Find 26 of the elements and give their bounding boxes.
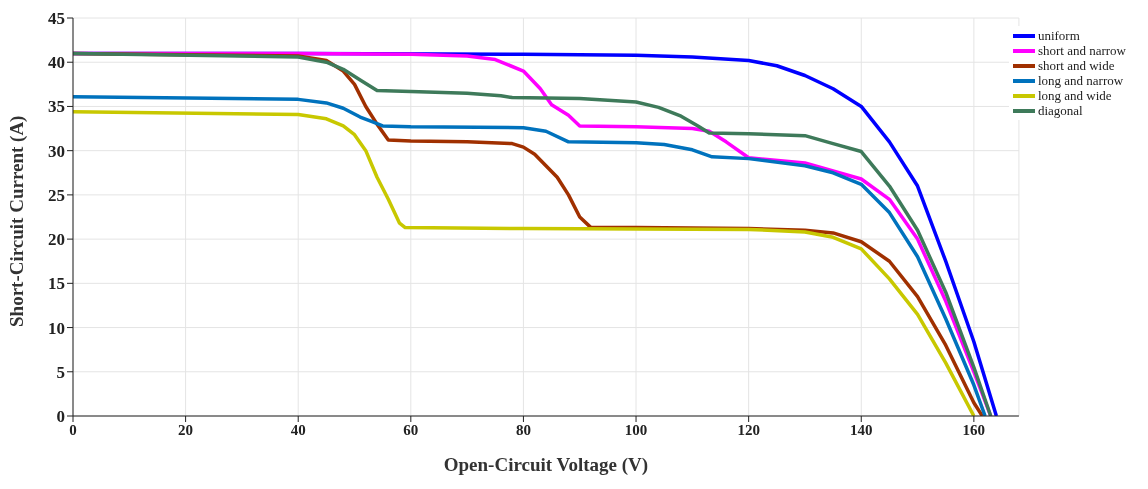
legend-label: uniform [1037, 28, 1080, 43]
legend-label: short and narrow [1037, 43, 1126, 58]
y-tick-label: 30 [48, 141, 65, 161]
y-tick-label: 35 [48, 97, 65, 117]
x-tick-label: 20 [178, 421, 194, 438]
y-tick-label: 10 [48, 318, 65, 338]
y-tick-label: 40 [48, 53, 65, 73]
y-axis-title: Short-Circuit Current (A) [5, 115, 28, 327]
y-tick-label: 20 [48, 230, 65, 250]
y-tick-label: 15 [48, 274, 65, 294]
x-tick-label: 100 [624, 421, 648, 438]
x-tick-label: 0 [69, 421, 77, 438]
x-tick-label: 80 [515, 421, 531, 438]
y-tick-label: 5 [56, 362, 65, 382]
x-tick-label: 160 [962, 421, 986, 438]
x-tick-label: 140 [850, 421, 873, 438]
x-axis-title: Open-Circuit Voltage (V) [443, 454, 649, 476]
legend-label: long and narrow [1037, 73, 1124, 88]
x-tick-label: 40 [290, 421, 306, 438]
legend-label: diagonal [1037, 103, 1083, 118]
y-tick-label: 25 [48, 185, 65, 205]
x-tick-label: 120 [737, 421, 760, 438]
legend-label: short and wide [1037, 58, 1115, 73]
legend-label: long and wide [1037, 88, 1112, 103]
y-tick-label: 45 [48, 9, 65, 29]
x-tick-label: 60 [403, 421, 419, 438]
